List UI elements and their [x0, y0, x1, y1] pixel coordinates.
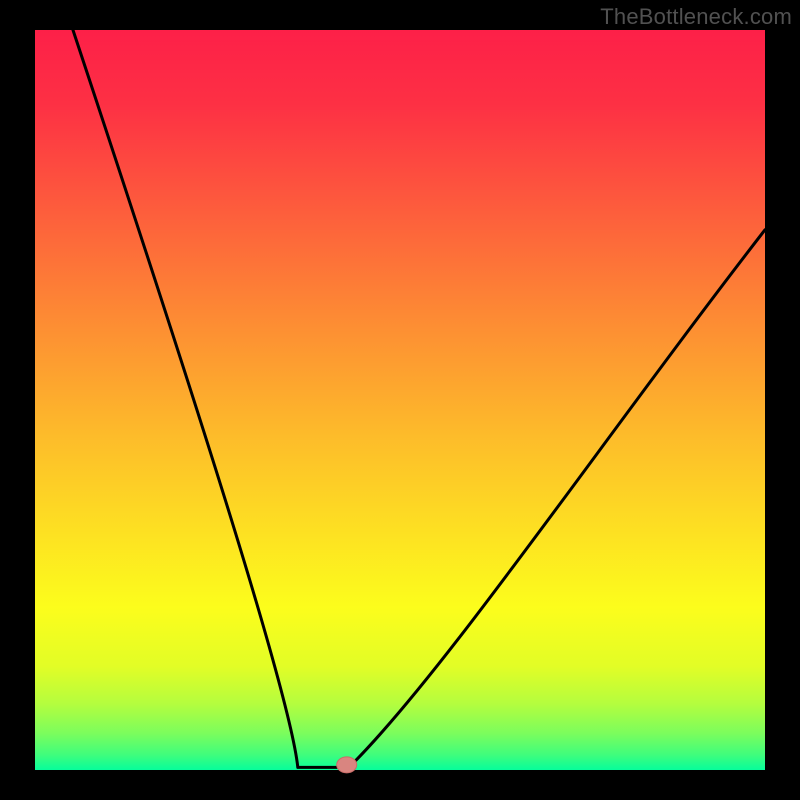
- optimal-point-marker: [337, 757, 357, 773]
- watermark-text: TheBottleneck.com: [600, 4, 792, 30]
- bottleneck-chart: [0, 0, 800, 800]
- plot-area: [35, 30, 765, 770]
- chart-container: TheBottleneck.com: [0, 0, 800, 800]
